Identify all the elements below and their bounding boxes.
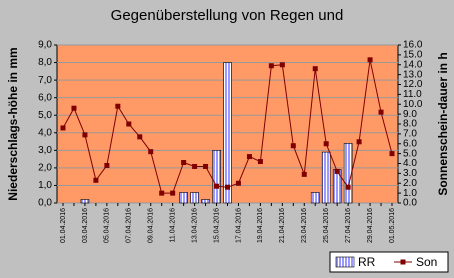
marker: [126, 121, 132, 127]
marker: [115, 103, 121, 109]
x-tick-label: 01.04.2016: [60, 208, 67, 243]
x-tick-label: 01.05.2016: [389, 208, 396, 243]
marker: [301, 171, 307, 177]
y-tick-label: 0,0: [38, 198, 52, 209]
x-tick-label: 11.04.2016: [170, 208, 177, 243]
y2-tick-label: 12.0: [403, 79, 423, 90]
x-tick-label: 29.04.2016: [367, 208, 374, 243]
marker: [192, 163, 198, 169]
legend-label: RR: [358, 255, 376, 269]
y-axis-title: Niederschlags-höhe in mm: [6, 47, 20, 200]
legend-box: [329, 251, 449, 273]
marker: [104, 162, 110, 168]
marker: [203, 163, 209, 169]
x-tick-label: 23.04.2016: [301, 208, 308, 243]
y2-tick-label: 11.0: [403, 89, 422, 100]
y2-tick-label: 3.0: [403, 168, 417, 179]
marker: [225, 184, 230, 190]
x-tick-label: 17.04.2016: [235, 208, 242, 243]
y-tick-label: 8,0: [38, 57, 52, 68]
y-tick-label: 4,0: [38, 127, 52, 138]
y2-tick-label: 8.0: [403, 119, 417, 130]
marker: [181, 160, 187, 166]
bar: [321, 151, 331, 204]
marker: [170, 190, 176, 196]
y2-tick-label: 1.0: [403, 188, 417, 199]
marker: [60, 125, 66, 131]
x-tick-label: 09.04.2016: [148, 208, 155, 243]
y2-tick-label: 15.0: [403, 50, 423, 61]
y-tick-label: 5,0: [38, 110, 52, 121]
marker: [137, 134, 143, 140]
y2-tick-label: 14.0: [403, 59, 423, 70]
marker: [389, 151, 395, 157]
y2-tick-label: 6.0: [403, 138, 417, 149]
marker: [257, 159, 263, 165]
y2-tick-label: 5.0: [403, 148, 417, 159]
x-tick-label: 07.04.2016: [126, 208, 133, 243]
marker: [214, 183, 220, 189]
x-tick-label: 19.04.2016: [257, 208, 264, 243]
y2-tick-label: 7.0: [403, 129, 417, 140]
marker: [367, 57, 373, 63]
legend-swatch: [335, 256, 355, 268]
bar: [80, 199, 90, 204]
bar: [212, 150, 221, 204]
x-tick-label: 15.04.2016: [213, 208, 220, 243]
y-tick-label: 9,0: [38, 40, 52, 51]
y-tick-label: 3,0: [38, 145, 52, 156]
marker: [159, 190, 165, 196]
marker: [93, 177, 99, 183]
marker: [235, 180, 241, 186]
y-tick-label: 7,0: [38, 75, 52, 86]
marker: [312, 66, 318, 72]
y2-axis-title: Sonnenschein-dauer in h: [436, 52, 450, 195]
x-tick-label: 27.04.2016: [345, 208, 352, 243]
bar: [310, 192, 320, 204]
marker: [345, 184, 351, 190]
marker: [82, 132, 88, 138]
marker: [279, 62, 285, 68]
marker: [71, 105, 77, 111]
y2-tick-label: 2.0: [403, 178, 417, 189]
y-tick-label: 2,0: [38, 163, 52, 174]
y2-tick-label: 16.0: [403, 40, 423, 51]
y-tick-label: 1,0: [38, 180, 52, 191]
x-tick-label: 03.04.2016: [82, 208, 89, 243]
marker: [378, 109, 384, 115]
y2-tick-label: 0.0: [403, 198, 417, 209]
x-tick-label: 05.04.2016: [104, 208, 111, 243]
y2-tick-label: 13.0: [403, 69, 423, 80]
marker: [290, 143, 296, 149]
y2-tick-label: 10.0: [403, 99, 423, 110]
marker: [356, 139, 362, 145]
x-tick-label: 25.04.2016: [323, 208, 330, 243]
y-tick-label: 6,0: [38, 92, 52, 103]
bar: [190, 192, 199, 204]
y2-tick-label: 9.0: [403, 109, 417, 120]
marker: [268, 63, 274, 69]
marker: [323, 141, 329, 147]
chart-title: Gegenüberstellung von Regen und: [111, 7, 344, 24]
x-tick-label: 13.04.2016: [191, 208, 198, 243]
legend-marker: [400, 259, 406, 265]
legend-label: Son: [416, 255, 437, 269]
bar: [201, 199, 210, 204]
y2-tick-label: 4.0: [403, 158, 417, 169]
marker: [246, 154, 252, 160]
bar: [223, 62, 232, 204]
marker: [334, 168, 340, 174]
marker: [148, 149, 154, 155]
bar: [343, 143, 353, 204]
bar: [179, 192, 188, 204]
x-tick-label: 21.04.2016: [279, 208, 286, 243]
